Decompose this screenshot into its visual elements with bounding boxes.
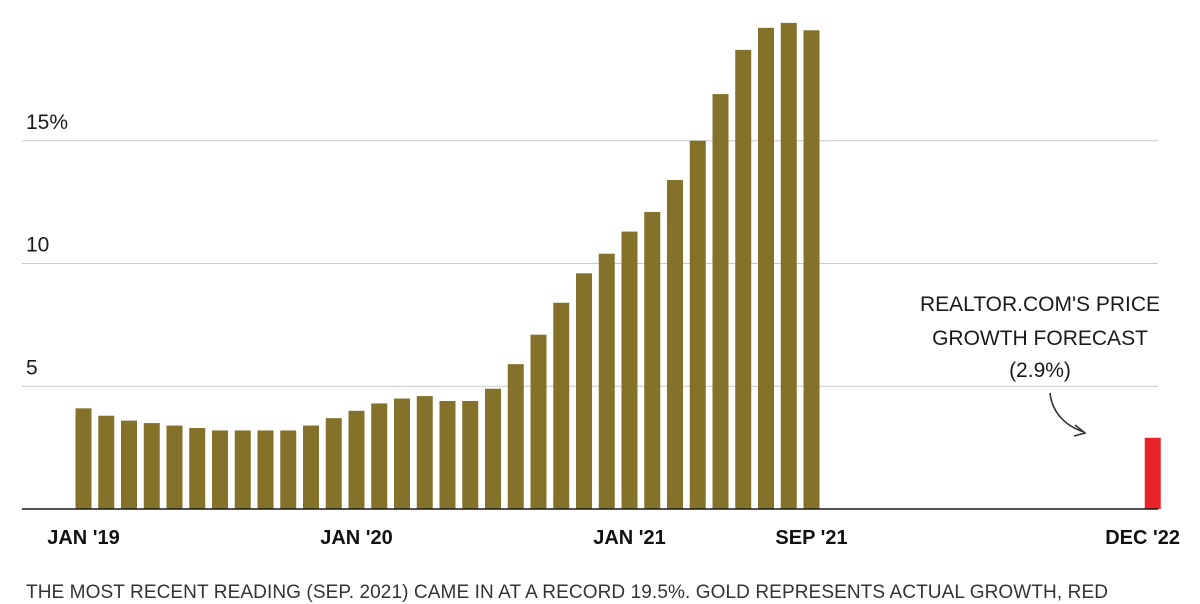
bar-actual	[735, 49, 752, 509]
y-tick-label: 5	[26, 356, 38, 379]
bar-actual	[530, 334, 547, 509]
bar-actual	[212, 430, 228, 509]
y-tick-label: 10	[26, 234, 49, 257]
bar-actual	[598, 253, 615, 509]
bar-actual	[803, 30, 820, 510]
footnote: THE MOST RECENT READING (SEP. 2021) CAME…	[26, 582, 1109, 603]
x-tick-label: JAN '21	[593, 527, 666, 549]
forecast-annotation: REALTOR.COM'S PRICE GROWTH FORECAST (2.9…	[920, 293, 1160, 437]
annotation-line-3: (2.9%)	[1009, 359, 1071, 382]
x-tick-label: DEC '22	[1105, 527, 1180, 549]
bar-actual	[485, 388, 501, 509]
x-axis-ticks: JAN '19 JAN '20 JAN '21 SEP '21 DEC '22	[47, 527, 1180, 549]
x-tick-label: SEP '21	[775, 527, 847, 549]
bar-actual	[303, 425, 319, 509]
bar-actual	[166, 425, 183, 509]
bar-actual	[621, 231, 638, 509]
bar-actual	[121, 420, 137, 509]
x-tick-label: JAN '19	[47, 527, 120, 549]
bar-actual	[553, 302, 570, 509]
bar-actual	[689, 140, 706, 509]
bar-actual	[394, 398, 410, 509]
bar-actual	[576, 273, 592, 509]
bar-actual	[234, 430, 251, 509]
bar-actual	[75, 408, 92, 509]
bar-actual	[189, 427, 206, 509]
bar-actual	[712, 94, 729, 509]
bar-forecast	[1144, 437, 1161, 509]
annotation-line-1: REALTOR.COM'S PRICE	[920, 293, 1160, 316]
bar-actual	[780, 22, 797, 509]
annotation-line-2: GROWTH FORECAST	[932, 327, 1148, 350]
bars	[75, 22, 1161, 510]
y-tick-label: 15%	[26, 111, 68, 134]
x-tick-label: JAN '20	[320, 527, 393, 549]
bar-actual	[462, 400, 479, 509]
bar-actual	[348, 410, 365, 509]
bar-actual	[280, 430, 297, 509]
bar-actual	[507, 364, 524, 509]
annotation-arrowhead	[1073, 424, 1087, 437]
y-axis-ticks: 5 10 15%	[26, 111, 68, 380]
bar-actual	[98, 415, 115, 509]
bar-actual	[257, 430, 274, 509]
bar-actual	[143, 423, 160, 509]
bar-actual	[644, 211, 661, 509]
annotation-arrow	[1049, 392, 1085, 433]
bar-actual	[758, 27, 774, 509]
bar-actual	[371, 403, 388, 509]
bar-actual	[439, 400, 456, 509]
bar-actual	[667, 180, 683, 509]
bar-actual	[416, 396, 433, 509]
bar-actual	[325, 418, 342, 509]
